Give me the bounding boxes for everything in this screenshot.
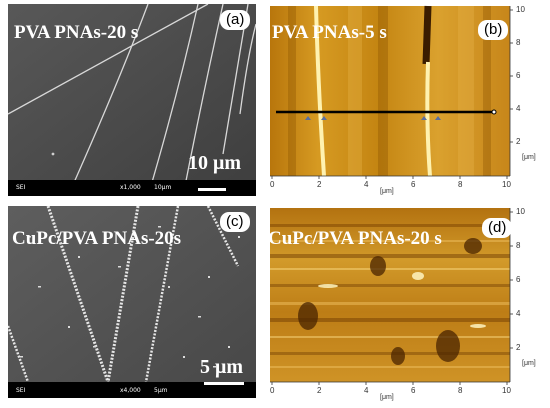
panel-title: CuPc/PVA PNAs-20 s (268, 228, 442, 249)
scale-bar-label: 10 μm (188, 152, 241, 174)
nanowire (425, 61, 432, 177)
y-tick-label: 8 (516, 38, 521, 47)
sem-image-panel-c: CuPc/PVA PNAs-20s (c) 5 μm SEI x4,000 5μ… (8, 206, 256, 398)
y-tick-label: 10 (516, 5, 525, 14)
sem-mode-label: SEI (16, 387, 26, 394)
x-tick-label: 0 (270, 180, 275, 189)
scale-bar (198, 188, 226, 191)
y-axis-unit: [μm] (522, 360, 536, 367)
x-tick-label: 8 (458, 386, 463, 395)
panel-label: (d) (482, 218, 513, 238)
x-tick-label: 6 (411, 386, 416, 395)
x-axis-unit: [μm] (380, 188, 394, 195)
y-tick-label: 2 (516, 343, 521, 352)
sem-image-panel-a: PVA PNAs-20 s (a) 10 μm SEI x1,000 10μm (8, 4, 256, 196)
nanowire (8, 4, 209, 115)
y-tick-label: 8 (516, 241, 521, 250)
x-tick-label: 6 (411, 180, 416, 189)
x-tick-label: 4 (364, 180, 369, 189)
y-tick-label: 6 (516, 71, 521, 80)
nanowire (67, 4, 149, 196)
panel-title: PVA PNAs-5 s (272, 22, 387, 43)
y-tick-label: 4 (516, 309, 521, 318)
sem-mode-label: SEI (16, 184, 26, 191)
panel-title: PVA PNAs-20 s (14, 22, 139, 43)
afm-image-panel-d: CuPc/PVA PNAs-20 s (d) 0 2 4 6 8 10 [μm]… (268, 206, 542, 404)
x-tick-label: 10 (502, 180, 511, 189)
nanowire (314, 5, 326, 177)
afm-image-d (270, 208, 513, 385)
panel-label: (b) (478, 20, 509, 40)
x-tick-label: 4 (364, 386, 369, 395)
panel-title: CuPc/PVA PNAs-20s (12, 228, 182, 249)
sem-scale-text: 10μm (154, 184, 172, 191)
sem-image-a (8, 4, 256, 196)
afm-image-panel-b: PVA PNAs-5 s (b) 0 2 4 6 8 10 [μm] 10 8 … (268, 4, 542, 196)
scale-bar (204, 382, 244, 385)
y-tick-label: 4 (516, 104, 521, 113)
y-tick-label: 6 (516, 275, 521, 284)
sem-magnification: x4,000 (120, 387, 141, 394)
x-tick-label: 0 (270, 386, 275, 395)
x-tick-label: 8 (458, 180, 463, 189)
y-tick-label: 2 (516, 137, 521, 146)
x-tick-label: 2 (317, 180, 322, 189)
y-tick-label: 10 (516, 207, 525, 216)
x-tick-label: 10 (502, 386, 511, 395)
sem-magnification: x1,000 (120, 184, 141, 191)
y-axis-unit: [μm] (522, 154, 536, 161)
nanowire (46, 206, 110, 383)
sem-scale-text: 5μm (154, 387, 168, 394)
afm-image-b (270, 5, 513, 179)
x-tick-label: 2 (317, 386, 322, 395)
panel-label: (a) (220, 10, 251, 30)
scale-bar-label: 5 μm (200, 356, 243, 378)
nanowire (106, 206, 140, 383)
x-axis-unit: [μm] (380, 394, 394, 401)
sem-image-c (8, 206, 256, 398)
panel-label: (c) (220, 212, 250, 232)
